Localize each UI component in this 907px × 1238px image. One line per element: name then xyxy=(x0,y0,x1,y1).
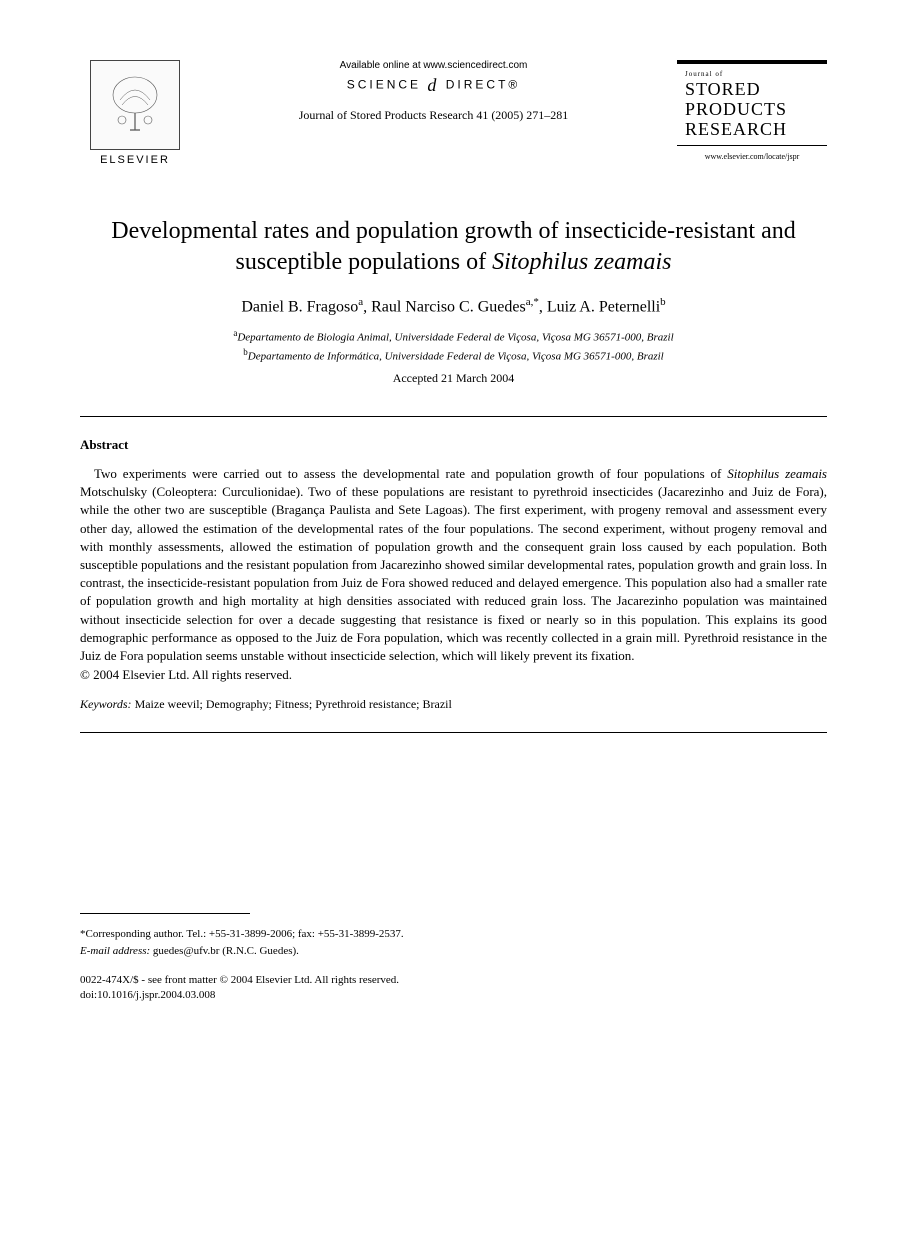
author-3: Luiz A. Peternelli xyxy=(547,299,660,316)
header-row: ELSEVIER Available online at www.science… xyxy=(80,60,827,166)
center-header: Available online at www.sciencedirect.co… xyxy=(190,60,677,123)
journal-box-line3: RESEARCH xyxy=(685,120,819,140)
affiliations: aDepartamento de Biologia Animal, Univer… xyxy=(80,327,827,365)
abstract-post: Motschulsky (Coleoptera: Curculionidae).… xyxy=(80,484,827,663)
abstract-body: Two experiments were carried out to asse… xyxy=(80,465,827,665)
affiliation-b-text: Departamento de Informática, Universidad… xyxy=(248,351,664,363)
email-value: guedes@ufv.br (R.N.C. Guedes). xyxy=(150,945,299,957)
keywords-line: Keywords: Maize weevil; Demography; Fitn… xyxy=(80,697,827,712)
journal-box-line1: STORED xyxy=(685,80,819,100)
corresponding-author: *Corresponding author. Tel.: +55-31-3899… xyxy=(80,926,827,943)
footer-line1: 0022-474X/$ - see front matter © 2004 El… xyxy=(80,973,827,988)
keywords-label: Keywords: xyxy=(80,697,132,711)
footnote-block: *Corresponding author. Tel.: +55-31-3899… xyxy=(80,913,827,959)
footer-info: 0022-474X/$ - see front matter © 2004 El… xyxy=(80,973,827,1004)
author-1-sup: a xyxy=(358,296,363,308)
rule-bottom xyxy=(80,732,827,733)
footnote-rule xyxy=(80,913,250,914)
abstract-species: Sitophilus zeamais xyxy=(727,466,827,481)
journal-box-wrapper: Journal of STORED PRODUCTS RESEARCH www.… xyxy=(677,60,827,161)
elsevier-label: ELSEVIER xyxy=(100,154,170,166)
elsevier-tree-icon xyxy=(90,60,180,150)
author-1: Daniel B. Fragoso xyxy=(241,299,358,316)
rule-top xyxy=(80,416,827,417)
affiliation-b: bDepartamento de Informática, Universida… xyxy=(80,346,827,365)
affiliation-a-text: Departamento de Biologia Animal, Univers… xyxy=(237,331,673,343)
elsevier-logo: ELSEVIER xyxy=(80,60,190,166)
journal-box-url: www.elsevier.com/locate/jspr xyxy=(677,152,827,161)
available-online-text: Available online at www.sciencedirect.co… xyxy=(200,60,667,71)
sd-prefix: SCIENCE xyxy=(347,78,421,92)
article-title: Developmental rates and population growt… xyxy=(80,216,827,278)
email-label: E-mail address: xyxy=(80,945,150,957)
accepted-date: Accepted 21 March 2004 xyxy=(80,371,827,386)
sd-suffix: DIRECT® xyxy=(446,78,521,92)
journal-box-top: Journal of xyxy=(685,70,819,78)
title-species: Sitophilus zeamais xyxy=(492,249,671,275)
journal-box: Journal of STORED PRODUCTS RESEARCH xyxy=(677,60,827,146)
footer-line2: doi:10.1016/j.jspr.2004.03.008 xyxy=(80,988,827,1003)
abstract-heading: Abstract xyxy=(80,437,827,453)
author-3-sup: b xyxy=(660,296,666,308)
copyright-line: © 2004 Elsevier Ltd. All rights reserved… xyxy=(80,667,827,683)
keywords-text: Maize weevil; Demography; Fitness; Pyret… xyxy=(132,697,452,711)
affiliation-a: aDepartamento de Biologia Animal, Univer… xyxy=(80,327,827,346)
author-2: Raul Narciso C. Guedes xyxy=(371,299,526,316)
journal-box-line2: PRODUCTS xyxy=(685,100,819,120)
abstract-pre: Two experiments were carried out to asse… xyxy=(94,466,727,481)
email-line: E-mail address: guedes@ufv.br (R.N.C. Gu… xyxy=(80,943,827,960)
title-text: Developmental rates and population growt… xyxy=(111,218,795,275)
author-2-sup: a,* xyxy=(526,296,539,308)
authors-line: Daniel B. Fragosoa, Raul Narciso C. Gued… xyxy=(80,296,827,316)
sd-at-icon: d xyxy=(427,75,439,95)
science-direct-logo: SCIENCE d DIRECT® xyxy=(200,75,667,96)
journal-reference: Journal of Stored Products Research 41 (… xyxy=(200,108,667,123)
